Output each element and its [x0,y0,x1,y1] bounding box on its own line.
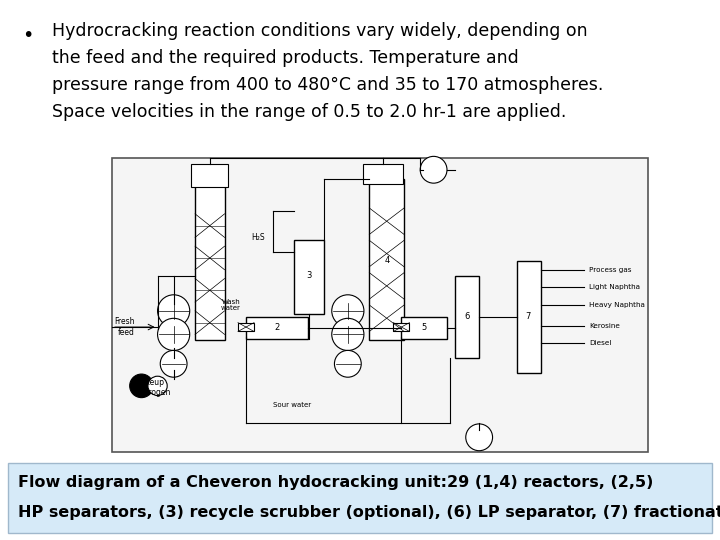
Bar [363,164,403,185]
Circle shape [158,318,190,350]
Bar [238,322,254,332]
Bar [393,322,410,332]
Circle shape [332,318,364,350]
Text: Process gas: Process gas [589,267,631,273]
Text: Wash
water: Wash water [221,299,240,312]
Circle shape [420,157,447,183]
Bar [455,275,480,358]
Bar [195,179,225,340]
Text: Diesel: Diesel [589,340,611,346]
Bar [369,179,404,340]
Text: Heavy Naphtha: Heavy Naphtha [589,302,645,308]
Bar [8,463,712,533]
Text: the feed and the required products. Temperature and: the feed and the required products. Temp… [52,49,518,67]
Text: 5: 5 [422,323,427,332]
Text: Flow diagram of a Cheveron hydocracking unit:29 (1,4) reactors, (2,5): Flow diagram of a Cheveron hydocracking … [18,475,653,490]
Text: 7: 7 [526,312,531,321]
Text: Space velocities in the range of 0.5 to 2.0 hr-1 are applied.: Space velocities in the range of 0.5 to … [52,103,567,121]
Text: •: • [22,26,33,45]
Circle shape [466,424,492,451]
Text: Makeup
hydrogen: Makeup hydrogen [135,377,171,397]
Circle shape [332,295,364,327]
Text: HP separators, (3) recycle scrubber (optional), (6) LP separator, (7) fractionat: HP separators, (3) recycle scrubber (opt… [18,505,720,520]
Text: Hydrocracking reaction conditions vary widely, depending on: Hydrocracking reaction conditions vary w… [52,22,588,40]
Bar [517,261,541,373]
Text: 6: 6 [464,312,469,321]
Bar [191,164,228,187]
Circle shape [130,374,153,397]
Text: pressure range from 400 to 480°C and 35 to 170 atmospheres.: pressure range from 400 to 480°C and 35 … [52,76,603,94]
Text: 3: 3 [306,271,311,280]
Text: 2: 2 [274,323,279,332]
Text: Kerosine: Kerosine [589,322,620,328]
Text: H₂S: H₂S [251,233,265,242]
Circle shape [158,295,190,327]
Text: 4: 4 [384,256,390,265]
Circle shape [148,376,167,395]
Bar [246,317,307,339]
Bar [112,158,648,452]
Text: Fresh
feed: Fresh feed [114,318,135,337]
Circle shape [335,350,361,377]
Text: Sour water: Sour water [273,402,311,408]
Circle shape [161,350,187,377]
Text: Light Naphtha: Light Naphtha [589,285,640,291]
Bar [294,240,324,314]
Bar [402,317,447,339]
